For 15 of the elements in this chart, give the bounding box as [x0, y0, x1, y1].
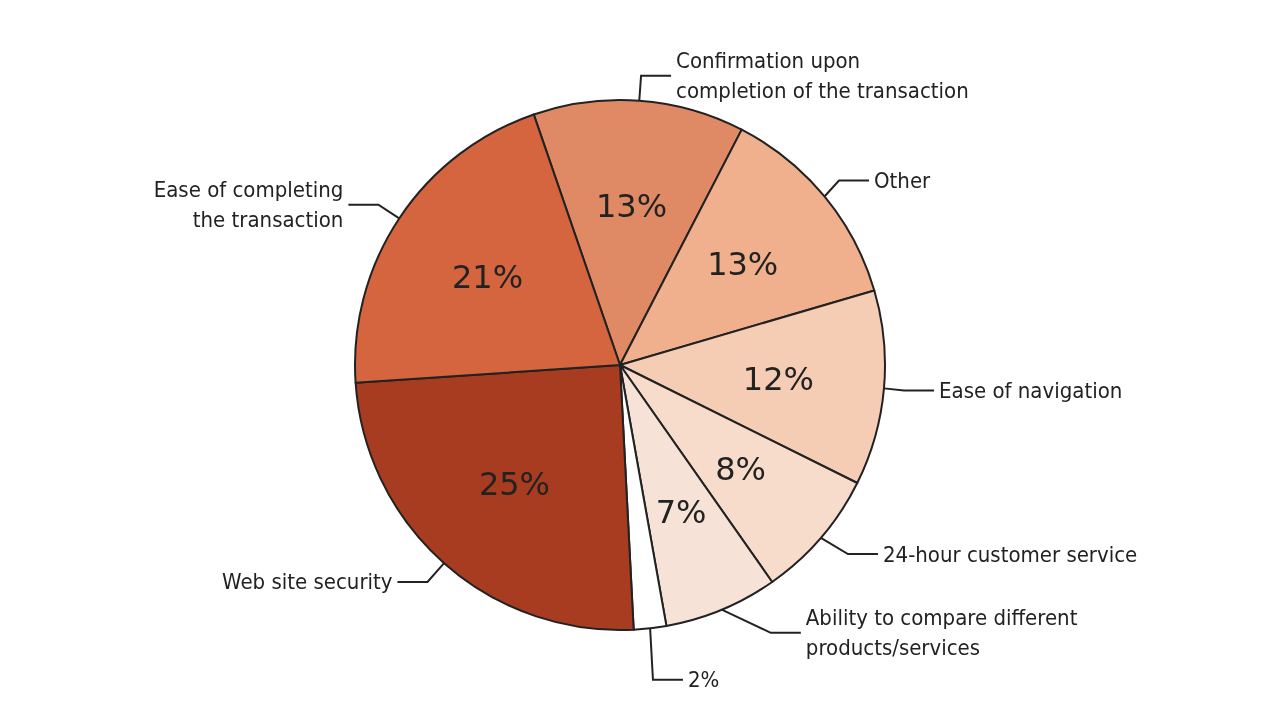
data-label: 21%	[451, 258, 524, 297]
data-label: 13%	[707, 244, 779, 283]
data-label: 8%	[715, 449, 766, 488]
slice-label: 24-hour customer service	[882, 541, 1138, 567]
slice-label: Ability to compare different products/services	[805, 605, 1084, 661]
slice-label: Ease of navigation	[939, 378, 1123, 404]
data-label: 13%	[595, 187, 668, 226]
slice-label: Ease of completing the transaction	[153, 177, 344, 233]
slice-label: Other	[874, 168, 932, 194]
data-label: 12%	[742, 360, 814, 399]
data-label: 7%	[655, 492, 707, 531]
slice-label: Confirmation upon completion of the transaction	[676, 48, 969, 104]
slice-label: Web site security	[222, 569, 393, 595]
data-label: 25%	[478, 464, 551, 503]
data-label: 2%	[687, 667, 720, 693]
